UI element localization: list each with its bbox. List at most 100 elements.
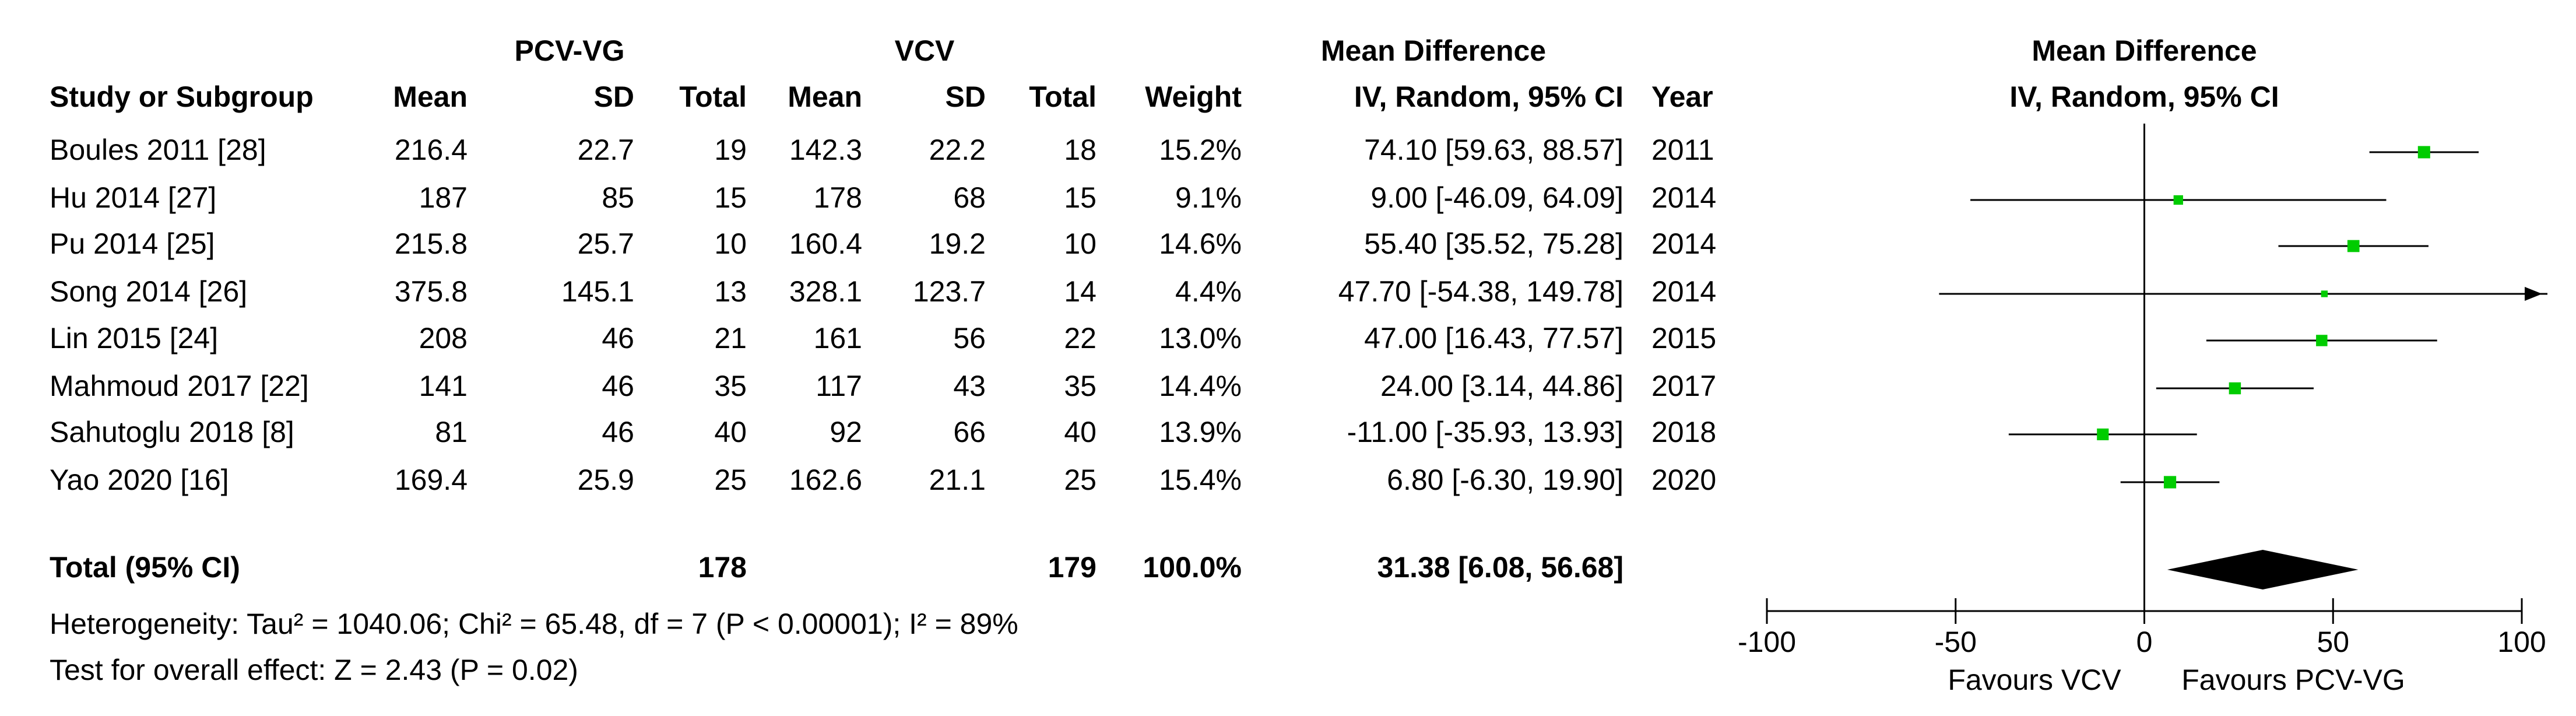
column-header: Study or Subgroup xyxy=(50,80,314,113)
overall-effect: Test for overall effect: Z = 2.43 (P = 0… xyxy=(50,654,578,686)
table-cell: 19.2 xyxy=(929,227,986,260)
table-cell: Pu 2014 [25] xyxy=(50,227,215,260)
table-cell: 2018 xyxy=(1651,416,1716,448)
table-cell: Yao 2020 [16] xyxy=(50,464,229,496)
table-cell: 85 xyxy=(602,181,634,214)
table-cell: 40 xyxy=(714,416,747,448)
column-header: Mean xyxy=(393,80,468,113)
column-header: Mean xyxy=(788,80,862,113)
table-cell: 2011 xyxy=(1651,134,1714,166)
table-cell: 15.4% xyxy=(1159,464,1242,496)
table-cell: 46 xyxy=(602,416,634,448)
ci-arrow xyxy=(2525,287,2542,301)
total-diamond xyxy=(2167,550,2359,589)
group-header: PCV-VG xyxy=(515,34,625,67)
column-header: SD xyxy=(946,80,986,113)
table-cell: Hu 2014 [27] xyxy=(50,181,216,214)
estimate-square xyxy=(2163,476,2177,489)
table-cell: 2017 xyxy=(1651,370,1716,402)
table-cell: Lin 2015 [24] xyxy=(50,322,218,355)
table-cell: 25 xyxy=(714,464,747,496)
table-cell: 2015 xyxy=(1651,322,1716,355)
table-cell: Song 2014 [26] xyxy=(50,275,247,308)
table-cell: 68 xyxy=(953,181,986,214)
table-cell: 21 xyxy=(714,322,747,355)
table-cell: 19 xyxy=(714,134,747,166)
table-cell: 187 xyxy=(419,181,468,214)
table-cell: 160.4 xyxy=(789,227,862,260)
table-cell: 10 xyxy=(714,227,747,260)
total-cell: 31.38 [6.08, 56.68] xyxy=(1377,551,1623,584)
group-header: Mean Difference xyxy=(1321,34,1546,67)
table-cell: 81 xyxy=(435,416,468,448)
table-cell: 18 xyxy=(1064,134,1097,166)
table-cell: 25.7 xyxy=(578,227,634,260)
table-cell: 161 xyxy=(814,322,862,355)
table-cell: 22.2 xyxy=(929,134,986,166)
table-cell: 35 xyxy=(1064,370,1097,402)
column-header: Total xyxy=(1029,80,1097,113)
table-cell: 15 xyxy=(1064,181,1097,214)
table-cell: 66 xyxy=(953,416,986,448)
table-cell: 21.1 xyxy=(929,464,986,496)
table-cell: 15 xyxy=(714,181,747,214)
table-cell: 43 xyxy=(953,370,986,402)
table-cell: 92 xyxy=(830,416,862,448)
x-tick-label: -100 xyxy=(1738,626,1796,658)
table-cell: Mahmoud 2017 [22] xyxy=(50,370,309,402)
table-cell: 2020 xyxy=(1651,464,1716,496)
table-cell: Sahutoglu 2018 [8] xyxy=(50,416,294,448)
x-tick-label: 100 xyxy=(2497,626,2546,658)
table-cell: 215.8 xyxy=(395,227,468,260)
estimate-square xyxy=(2417,146,2430,159)
table-cell: 375.8 xyxy=(395,275,468,308)
table-cell: 9.1% xyxy=(1175,181,1242,214)
x-tick-label: 0 xyxy=(2136,626,2153,658)
table-cell: 56 xyxy=(953,322,986,355)
total-cell: 179 xyxy=(1048,551,1097,584)
column-header: Year xyxy=(1651,80,1713,113)
table-cell: 47.70 [-54.38, 149.78] xyxy=(1338,275,1623,308)
total-cell: 178 xyxy=(698,551,747,584)
table-cell: 117 xyxy=(816,370,862,402)
table-cell: 24.00 [3.14, 44.86] xyxy=(1380,370,1623,402)
table-cell: 208 xyxy=(419,322,468,355)
table-cell: 14.6% xyxy=(1159,227,1242,260)
table-cell: 2014 xyxy=(1651,181,1716,214)
table-cell: 2014 xyxy=(1651,275,1716,308)
favours-left: Favours VCV xyxy=(1948,664,2121,696)
table-cell: 6.80 [-6.30, 19.90] xyxy=(1387,464,1623,496)
chart-title: Mean Difference xyxy=(2032,34,2257,67)
table-cell: 15.2% xyxy=(1159,134,1242,166)
x-tick-label: 50 xyxy=(2317,626,2349,658)
table-cell: 145.1 xyxy=(561,275,634,308)
column-header: Weight xyxy=(1145,80,1242,113)
table-cell: 14 xyxy=(1064,275,1097,308)
estimate-square xyxy=(2316,335,2328,346)
estimate-square xyxy=(2321,290,2328,297)
table-cell: 13.9% xyxy=(1159,416,1242,448)
table-cell: 2014 xyxy=(1651,227,1716,260)
table-cell: 10 xyxy=(1064,227,1097,260)
table-cell: 141 xyxy=(419,370,468,402)
table-cell: 169.4 xyxy=(395,464,468,496)
table-cell: 142.3 xyxy=(789,134,862,166)
table-cell: 13 xyxy=(714,275,747,308)
estimate-square xyxy=(2097,428,2109,441)
table-cell: 47.00 [16.43, 77.57] xyxy=(1364,322,1623,355)
table-cell: 40 xyxy=(1064,416,1097,448)
column-header: IV, Random, 95% CI xyxy=(1354,80,1623,113)
table-cell: 123.7 xyxy=(913,275,986,308)
table-cell: 178 xyxy=(814,181,862,214)
table-cell: 46 xyxy=(602,322,634,355)
x-tick-label: -50 xyxy=(1935,626,1977,658)
table-cell: 55.40 [35.52, 75.28] xyxy=(1364,227,1623,260)
favours-right: Favours PCV-VG xyxy=(2181,664,2405,696)
table-cell: 4.4% xyxy=(1175,275,1242,308)
table-cell: Boules 2011 [28] xyxy=(50,134,266,166)
table-cell: 74.10 [59.63, 88.57] xyxy=(1364,134,1623,166)
table-cell: 216.4 xyxy=(395,134,468,166)
group-header: VCV xyxy=(895,34,955,67)
